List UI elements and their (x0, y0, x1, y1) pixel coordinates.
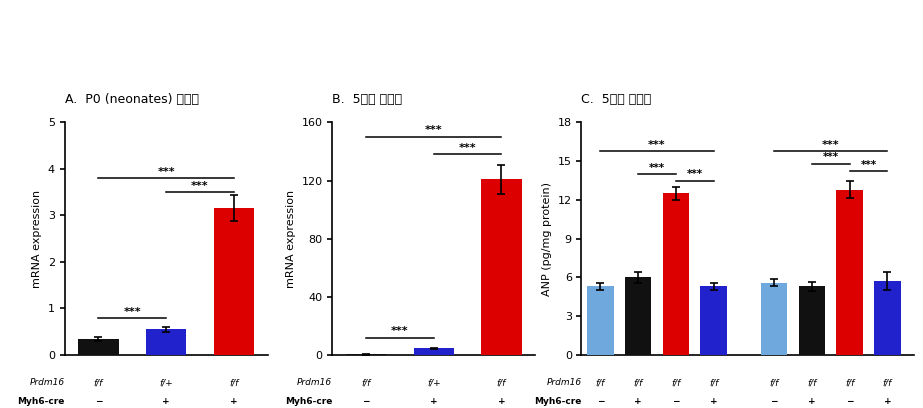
Text: ***: *** (157, 167, 175, 177)
Y-axis label: mRNA expression: mRNA expression (286, 190, 296, 288)
Text: Myh6-cre: Myh6-cre (18, 397, 65, 406)
Bar (78, 339, 119, 355)
Text: A.  P0 (neonates) 마우스: A. P0 (neonates) 마우스 (65, 93, 198, 106)
Bar (701, 286, 726, 355)
Text: B.  5개월 마우스: B. 5개월 마우스 (332, 93, 402, 106)
Text: +: + (430, 397, 438, 406)
Text: +: + (230, 397, 237, 406)
Text: +: + (883, 397, 891, 406)
Text: f/f: f/f (808, 378, 817, 387)
Text: ***: *** (459, 143, 476, 153)
Text: ***: *** (649, 163, 665, 173)
Text: +: + (710, 397, 717, 406)
Text: f/f: f/f (94, 378, 103, 387)
Text: ***: *** (687, 169, 702, 179)
Text: −: − (672, 397, 679, 406)
Bar (798, 286, 825, 355)
Text: f/f: f/f (709, 378, 718, 387)
Bar (874, 282, 901, 355)
Text: Prdm16: Prdm16 (546, 378, 581, 387)
Bar (414, 348, 454, 355)
Text: f/f: f/f (882, 378, 892, 387)
Text: −: − (771, 397, 778, 406)
Text: ***: *** (191, 181, 209, 191)
Text: f/f: f/f (671, 378, 680, 387)
Text: ***: *** (860, 160, 877, 170)
Y-axis label: mRNA expression: mRNA expression (32, 190, 42, 288)
Text: f/f: f/f (633, 378, 642, 387)
Text: ***: *** (648, 140, 665, 150)
Bar (146, 329, 186, 355)
Text: −: − (596, 397, 605, 406)
Bar (663, 193, 689, 355)
Text: ***: *** (391, 326, 409, 336)
Text: f/f: f/f (497, 378, 506, 387)
Text: ***: *** (821, 140, 840, 150)
Bar (481, 179, 521, 355)
Text: Myh6-cre: Myh6-cre (285, 397, 332, 406)
Text: +: + (808, 397, 816, 406)
Text: f/f: f/f (595, 378, 605, 387)
Text: −: − (363, 397, 370, 406)
Text: +: + (497, 397, 505, 406)
Text: f/f: f/f (362, 378, 371, 387)
Bar (213, 208, 254, 355)
Bar (625, 277, 652, 355)
Text: C.  5개월 마우스: C. 5개월 마우스 (581, 93, 652, 106)
Text: f/f: f/f (229, 378, 238, 387)
Text: f/f: f/f (845, 378, 854, 387)
Bar (761, 283, 787, 355)
Text: f/+: f/+ (427, 378, 440, 387)
Bar (587, 286, 614, 355)
Text: −: − (845, 397, 854, 406)
Text: ***: *** (425, 126, 443, 135)
Text: f/f: f/f (770, 378, 779, 387)
Text: Prdm16: Prdm16 (30, 378, 65, 387)
Bar (346, 354, 387, 355)
Text: f/+: f/+ (160, 378, 173, 387)
Text: Myh6-cre: Myh6-cre (534, 397, 581, 406)
Y-axis label: ANP (pg/mg protein): ANP (pg/mg protein) (542, 182, 552, 296)
Text: ***: *** (124, 307, 141, 317)
Text: +: + (634, 397, 641, 406)
Text: ***: *** (822, 153, 839, 162)
Text: Prdm16: Prdm16 (297, 378, 332, 387)
Text: +: + (162, 397, 170, 406)
Bar (836, 190, 863, 355)
Text: −: − (95, 397, 102, 406)
